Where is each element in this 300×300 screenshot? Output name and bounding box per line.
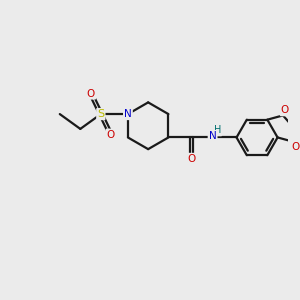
Text: O: O [107,130,115,140]
Text: S: S [97,109,104,119]
Text: H: H [214,125,221,135]
Text: O: O [87,88,95,99]
Text: O: O [291,142,299,152]
Text: O: O [281,105,289,115]
Text: N: N [124,109,132,119]
Text: O: O [188,154,196,164]
Text: N: N [209,131,217,141]
